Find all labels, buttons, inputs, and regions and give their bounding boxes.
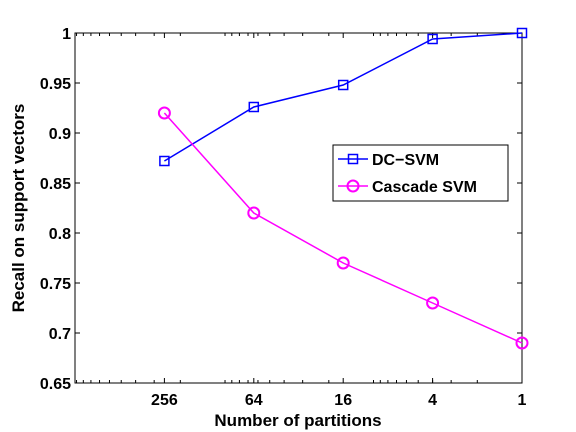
legend-box	[332, 144, 509, 202]
axis-ticks: 0.65 0.7 0.75 0.8 0.85 0.9 0.95 1 256 64 16 4 1	[40, 26, 527, 409]
series-cascade-svm	[157, 106, 529, 350]
data-point	[159, 155, 170, 167]
data-point	[427, 33, 438, 45]
data-point	[157, 106, 171, 120]
data-point	[516, 27, 528, 39]
y-tick-label: 0.7	[49, 326, 71, 343]
data-point	[248, 101, 260, 113]
y-tick-label: 0.85	[40, 176, 71, 193]
x-tick-label: 4	[428, 392, 437, 409]
series-layer	[157, 27, 529, 350]
series-line	[163, 112, 523, 344]
y-axis-label: Recall on support vectors	[9, 104, 28, 313]
y-tick-label: 0.95	[40, 76, 71, 93]
data-point	[515, 336, 529, 350]
x-axis-label: Number of partitions	[214, 411, 381, 430]
y-tick-label: 0.8	[49, 226, 71, 243]
x-tick-label: 16	[334, 392, 352, 409]
data-point	[336, 256, 350, 270]
x-tick-label: 256	[151, 392, 178, 409]
series-dc-svm	[159, 27, 528, 167]
x-tick-label: 1	[518, 392, 527, 409]
legend: DC−SVM Cascade SVM	[332, 144, 509, 202]
data-point	[426, 296, 440, 310]
legend-label: DC−SVM	[372, 152, 439, 169]
legend-label: Cascade SVM	[372, 179, 477, 196]
legend-marker	[346, 179, 360, 193]
y-tick-label: 0.65	[40, 376, 71, 393]
plot-area	[74, 32, 523, 384]
x-tick-label: 64	[245, 392, 263, 409]
y-tick-label: 0.75	[40, 276, 71, 293]
y-tick-label: 0.9	[49, 126, 71, 143]
data-point	[337, 79, 349, 91]
legend-marker	[347, 153, 359, 165]
y-tick-label: 1	[62, 26, 71, 43]
series-line	[164, 32, 523, 162]
data-point	[247, 206, 261, 220]
